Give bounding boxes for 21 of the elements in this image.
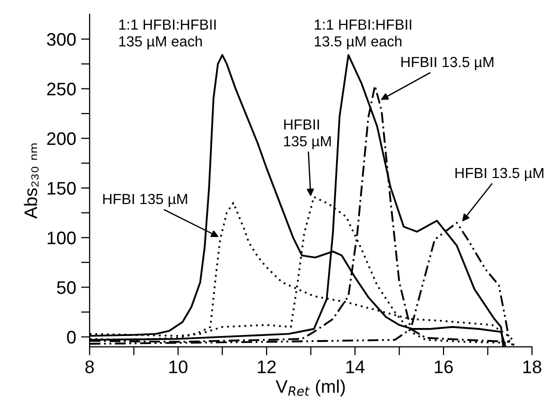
annotation: 1:1 HFBI:HFBII 135 µM each bbox=[119, 20, 216, 50]
x-tick-label: 8 bbox=[85, 360, 94, 374]
annotation: HFBI 13.5 µM bbox=[455, 168, 544, 182]
x-tick-label: 18 bbox=[523, 360, 542, 374]
annotation: HFBII 13.5 µM bbox=[401, 56, 494, 70]
annotation: HFBI 135 µM bbox=[103, 194, 188, 208]
y-axis-title: Abs₂₃₀ ₙₘ bbox=[24, 143, 39, 219]
x-tick-label: 10 bbox=[169, 360, 188, 374]
y-tick-label: 50 bbox=[57, 281, 76, 294]
y-tick-label: 250 bbox=[47, 82, 76, 96]
y-tick-label: 200 bbox=[47, 132, 76, 146]
y-tick-label: 0 bbox=[67, 330, 76, 344]
y-tick-label: 150 bbox=[48, 182, 76, 195]
x-tick-label: 16 bbox=[434, 360, 453, 374]
annotation: 1:1 HFBI:HFBII 13.5 µM each bbox=[314, 20, 412, 50]
x-tick-label: 14 bbox=[346, 360, 365, 374]
x-axis-title: V$_{Ret}$ (ml) bbox=[276, 380, 345, 396]
y-tick-label: 100 bbox=[48, 232, 76, 244]
annotation: HFBII 135 µM bbox=[284, 119, 331, 150]
y-tick-label: 300 bbox=[46, 33, 76, 46]
x-tick-label: 12 bbox=[258, 360, 276, 374]
